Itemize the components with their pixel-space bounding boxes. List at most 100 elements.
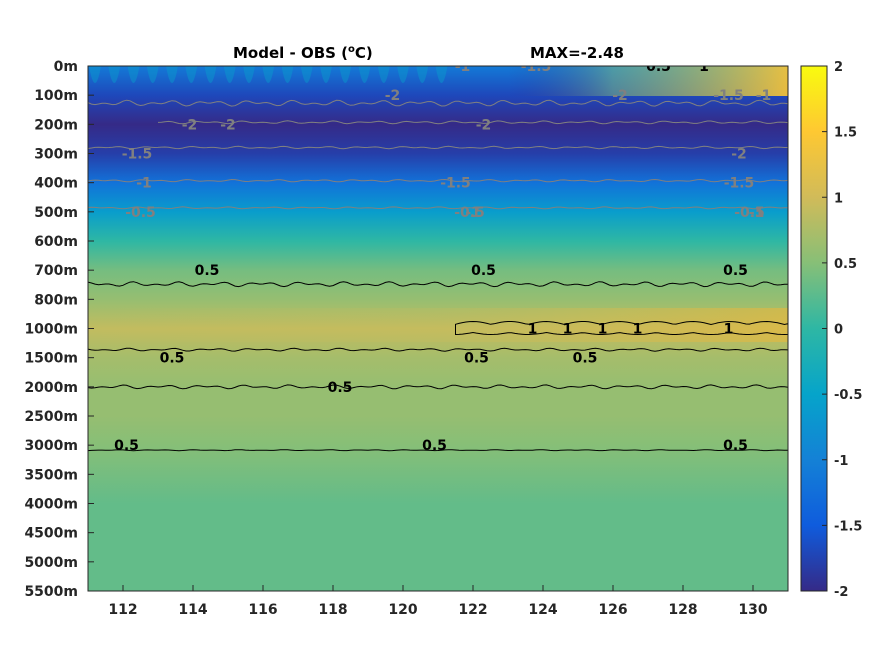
contour-line — [88, 449, 788, 452]
contour-labels: -1 -1.5 0.5 1-1.5 -1-2 -2-2 -2 -2-1.5 -2-1 -1.5 -1… — [114, 59, 772, 454]
y-tick-label: 2000m — [24, 380, 78, 396]
x-tick-label: 126 — [598, 602, 627, 618]
x-tick-label: 122 — [458, 602, 487, 618]
y-tick-label: 300m — [34, 147, 78, 163]
y-tick-label: 2500m — [24, 409, 78, 425]
surface-stripe — [339, 66, 352, 83]
colorbar-tick-label: 2 — [834, 60, 843, 75]
contour-label: 1 — [699, 59, 709, 75]
contour-label: 1 — [598, 322, 608, 338]
colorbar-tick-label: -0.5 — [834, 388, 862, 403]
x-tick-label: 118 — [318, 602, 347, 618]
contour-label: 1 — [528, 322, 538, 338]
contour-label: -1 — [756, 88, 772, 104]
contour-label: -1.5 — [724, 176, 755, 192]
contour-label: -2 — [731, 147, 747, 163]
chart-title: Model - OBS (oC) — [233, 44, 373, 62]
contour-label: -2 — [220, 117, 236, 133]
colorbar-tick-label: 1 — [834, 191, 843, 206]
contour-label: 1 — [724, 322, 734, 338]
surface-stripe — [223, 66, 236, 83]
y-tick-label: 1000m — [24, 322, 78, 338]
colorbar-tick-label: 0 — [834, 323, 843, 338]
surface-stripe — [320, 66, 332, 83]
contour-label: -1.5 — [122, 147, 153, 163]
contour-label: -0.5 — [734, 205, 765, 221]
y-tick-label: 3000m — [24, 438, 78, 454]
contour-label: -2 — [182, 117, 198, 133]
contour-label: -0.5 — [454, 205, 485, 221]
contour-label: -0.5 — [125, 205, 156, 221]
y-tick-label: 400m — [34, 176, 78, 192]
x-tick-label: 116 — [248, 602, 277, 618]
contour-label: -2 — [476, 117, 492, 133]
contour-label: 0.5 — [422, 438, 447, 454]
y-axis: 0m 100m 200m 300m 400m 500m 600m 700m 800m 1000m 1… — [24, 59, 94, 600]
contour-label: 1 — [563, 322, 573, 338]
x-tick-label: 130 — [738, 602, 767, 618]
surface-stripe — [262, 66, 275, 83]
colorbar-tick-label: 0.5 — [834, 257, 857, 272]
contour-line — [88, 99, 788, 107]
y-tick-label: 5000m — [24, 555, 78, 571]
y-tick-label: 0m — [54, 59, 78, 75]
x-tick-label: 128 — [668, 602, 697, 618]
colorbar-tick-label: -2 — [834, 585, 848, 600]
contour-label: 0.5 — [723, 263, 748, 279]
surface-stripe — [416, 66, 429, 83]
surface-stripe — [243, 66, 255, 83]
contour-label: 0.5 — [471, 263, 496, 279]
max-label: MAX=-2.48 — [530, 44, 624, 62]
contour-label: -1 — [749, 205, 765, 221]
surface-stripe — [300, 66, 313, 83]
heatmap-area: -1 -1.5 0.5 1-1.5 -1-2 -2-2 -2 -2-1.5 -2-1 -1.5 -1… — [88, 59, 788, 591]
surface-stripe — [397, 66, 409, 83]
contour-label: 0.5 — [646, 59, 671, 75]
y-tick-label: 4000m — [24, 497, 78, 513]
contour-label: -1 — [465, 205, 481, 221]
colorbar-tick-label: -1 — [834, 454, 848, 469]
contour-label: 0.5 — [328, 380, 353, 396]
contour-label: 0.5 — [464, 351, 489, 367]
y-tick-label: 500m — [34, 205, 78, 221]
contour-line — [157, 120, 788, 125]
contour-line — [88, 178, 788, 183]
contour-label: -1 — [455, 59, 471, 75]
surface-warm-patch — [88, 66, 788, 96]
contour-label: 0.5 — [573, 351, 598, 367]
surface-stripe — [185, 66, 198, 83]
contour-line — [88, 145, 788, 150]
core-warm-patch — [88, 308, 788, 342]
surface-stripe — [358, 66, 371, 83]
y-tick-label: 3500m — [24, 467, 78, 483]
colorbar-tick-label: -1.5 — [834, 519, 862, 534]
colorbar-ticks: 2 1.5 1 0.5 0 -0.5 -1 -1.5 -2 — [822, 60, 862, 600]
contour-label: 1 — [633, 322, 643, 338]
contour-label: 0.5 — [195, 263, 220, 279]
contour-line — [455, 320, 788, 336]
contour-line — [88, 384, 788, 390]
surface-stripe — [377, 66, 390, 83]
contour-label: 0.5 — [160, 351, 185, 367]
x-axis: 112 114 116 118 120 122 124 126 128 130 — [108, 585, 768, 618]
x-tick-label: 112 — [108, 602, 137, 618]
y-tick-label: 100m — [34, 88, 78, 104]
contour-label: -2 — [612, 88, 628, 104]
y-tick-label: 700m — [34, 263, 78, 279]
surface-stripe — [166, 66, 178, 83]
colorbar: 2 1.5 1 0.5 0 -0.5 -1 -1.5 -2 — [800, 60, 862, 600]
y-tick-label: 5500m — [24, 584, 78, 600]
contour-line — [88, 281, 788, 288]
contour-label: -1.5 — [521, 59, 552, 75]
y-tick-label: 200m — [34, 117, 78, 133]
surface-stripes — [89, 66, 448, 83]
y-tick-label: 4500m — [24, 526, 78, 542]
y-tick-label: 600m — [34, 234, 78, 250]
y-tick-label: 800m — [34, 292, 78, 308]
surface-stripe — [89, 66, 101, 83]
surface-stripe — [281, 66, 294, 83]
surface-stripe — [127, 66, 140, 83]
surface-stripe — [146, 66, 159, 83]
colorbar-tick-label: 1.5 — [834, 126, 857, 141]
